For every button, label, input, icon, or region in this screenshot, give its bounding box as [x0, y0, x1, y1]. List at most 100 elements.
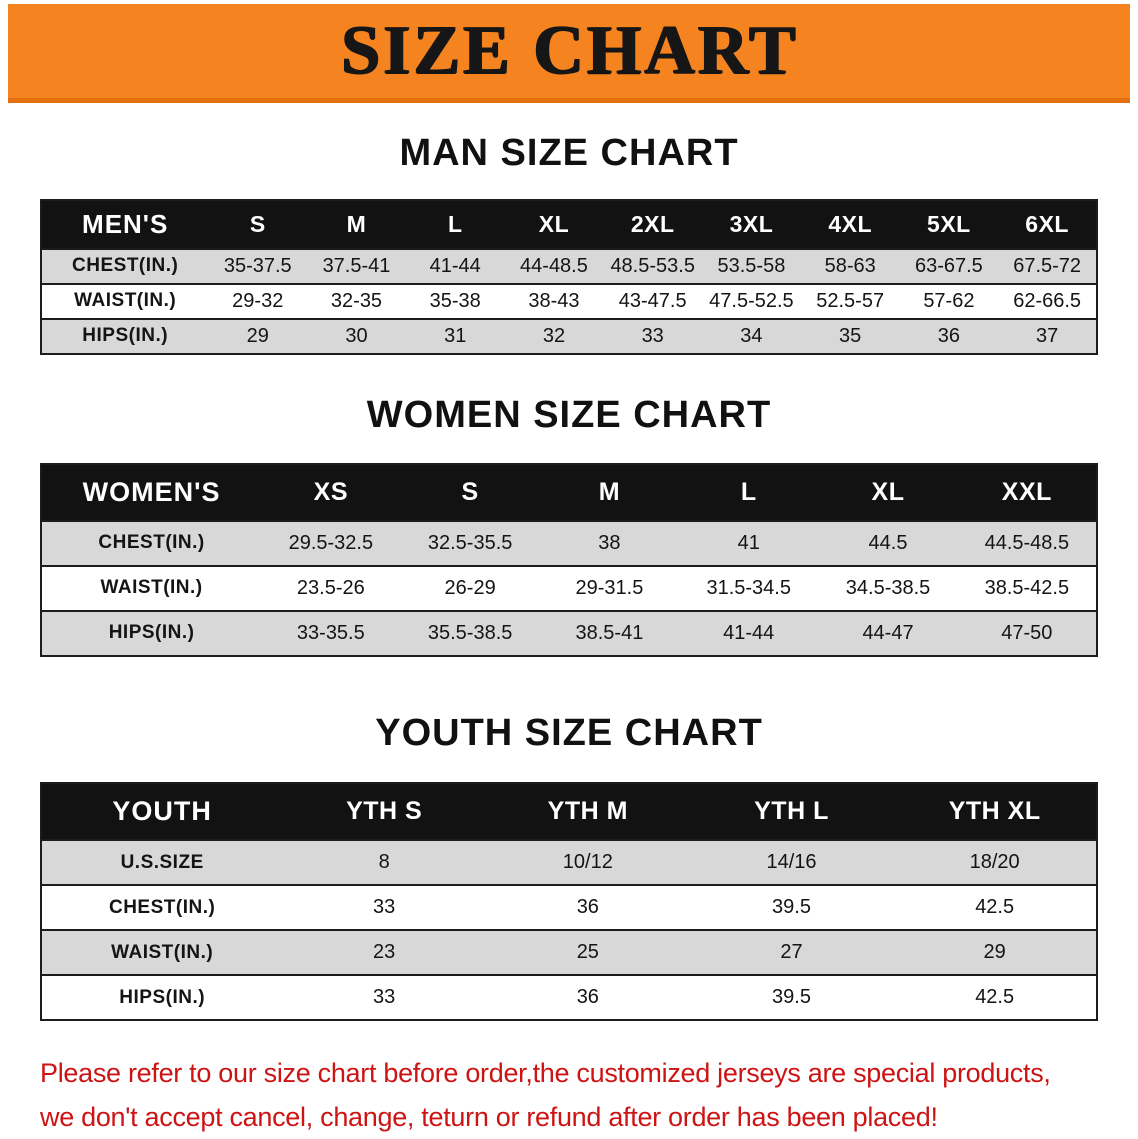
row-label: WAIST(IN.): [111, 941, 214, 963]
table-row: CHEST(IN.) 35-37.5 37.5-41 41-44 44-48.5 48.5…: [41, 248, 1097, 284]
size-value: 31.5-34.5: [706, 576, 791, 599]
size-column-header: XXL: [1001, 477, 1052, 506]
table-row: HIPS(IN.) 33-35.5 35.5-38.5 38.5-41 41-44 44-…: [41, 610, 1097, 656]
size-column-header: L: [740, 477, 757, 506]
table-header-row: MEN'S S M L XL 2XL 3XL 4XL 5XL 6XL: [41, 199, 1097, 249]
size-value: 42.5: [975, 986, 1015, 1009]
row-label: HIPS(IN.): [108, 622, 195, 644]
row-label-header: YOUTH: [112, 796, 212, 827]
size-value: 35: [839, 324, 862, 347]
size-value: 36: [937, 324, 961, 347]
size-value: 33: [641, 324, 664, 347]
table-row: WAIST(IN.) 23.5-26 26-29 29-31.5 31.5-34.5 34…: [41, 565, 1097, 611]
table-row: CHEST(IN.) 33 36 39.5 42.5: [41, 885, 1097, 931]
size-value: 8: [378, 851, 390, 874]
size-column-header: S: [249, 210, 266, 237]
size-value: 33-35.5: [296, 621, 365, 644]
size-column-header: XL: [538, 210, 570, 237]
size-value: 47-50: [1001, 621, 1053, 644]
size-column-header: YTH M: [547, 797, 628, 826]
row-label-header: MEN'S: [82, 208, 169, 239]
mens-size-table: MEN'S S M L XL 2XL 3XL 4XL 5XL 6XL CHEST(IN.) 35-37…: [40, 198, 1098, 355]
men-section-heading: MAN SIZE CHART: [399, 132, 739, 174]
banner-title: SIZE CHART: [340, 12, 798, 89]
size-column-header: XL: [871, 477, 905, 506]
row-label: HIPS(IN.): [82, 325, 169, 347]
size-value: 44-48.5: [520, 254, 588, 277]
size-value: 38: [598, 531, 621, 554]
size-value: 42.5: [975, 896, 1015, 919]
disclaimer-line: Please refer to our size chart before or…: [40, 1058, 1051, 1089]
size-value: 35-38: [429, 289, 481, 312]
size-column-header: YTH XL: [948, 797, 1041, 826]
disclaimer-line: we don't accept cancel, change, teturn o…: [40, 1102, 938, 1133]
table-row: WAIST(IN.) 23 25 27 29: [41, 930, 1097, 976]
row-label: WAIST(IN.): [100, 577, 203, 599]
women-section-heading: WOMEN SIZE CHART: [366, 393, 772, 436]
size-value: 63-67.5: [914, 254, 983, 277]
women-section: WOMEN SIZE CHART WOMEN'S XS S M L XL XXL CHEST(…: [0, 393, 1138, 657]
table-row: HIPS(IN.) 33 36 39.5 42.5: [41, 975, 1097, 1021]
size-value: 39.5: [772, 896, 811, 919]
size-column-header: 6XL: [1025, 210, 1069, 237]
size-value: 32.5-35.5: [427, 531, 513, 554]
size-value: 41-44: [429, 254, 481, 277]
size-value: 38-43: [528, 289, 580, 312]
size-value: 29-31.5: [575, 576, 644, 599]
size-value: 29: [246, 324, 269, 347]
size-column-header: M: [346, 210, 367, 237]
size-value: 41-44: [723, 621, 775, 644]
men-section: MAN SIZE CHART MEN'S S M L XL 2XL 3XL 4XL 5XL 6XL…: [0, 132, 1138, 355]
size-value: 33: [373, 986, 396, 1009]
table-header-row: WOMEN'S XS S M L XL XXL: [41, 463, 1097, 521]
size-chart-banner: SIZE CHART: [8, 4, 1130, 103]
size-value: 25: [576, 941, 599, 964]
size-value: 38.5-42.5: [984, 576, 1070, 599]
size-value: 31: [444, 324, 467, 347]
table-row: HIPS(IN.) 29 30 31 32 33 34 35 36 37: [41, 318, 1097, 354]
table-row: WAIST(IN.) 29-32 32-35 35-38 38-43 43-47.5 47.…: [41, 283, 1097, 319]
row-label: CHEST(IN.): [72, 255, 179, 277]
size-value: 36: [576, 896, 599, 919]
size-value: 35.5-38.5: [427, 621, 513, 644]
size-column-header: 2XL: [630, 210, 675, 237]
size-value: 29: [983, 941, 1006, 964]
size-column-header: M: [598, 477, 621, 506]
size-value: 37: [1036, 324, 1059, 347]
size-column-header: YTH S: [346, 797, 423, 826]
size-value: 29-32: [232, 289, 284, 312]
size-value: 58-63: [824, 254, 876, 277]
size-value: 38.5-41: [575, 621, 644, 644]
youth-section: YOUTH SIZE CHART YOUTH YTH S YTH M YTH L YTH…: [0, 712, 1138, 1022]
size-column-header: 3XL: [729, 210, 774, 237]
size-column-header: YTH L: [754, 797, 829, 826]
size-value: 37.5-41: [322, 254, 391, 277]
row-label: CHEST(IN.): [98, 532, 205, 554]
size-value: 52.5-57: [816, 289, 885, 312]
size-column-header: XS: [313, 477, 349, 506]
size-value: 18/20: [969, 851, 1020, 874]
size-value: 53.5-58: [717, 254, 786, 277]
disclaimer: Please refer to our size chart before or…: [40, 1051, 1138, 1139]
table-row: CHEST(IN.) 29.5-32.5 32.5-35.5 38 41 44.5 44.5…: [41, 520, 1097, 566]
size-value: 47.5-52.5: [709, 289, 794, 312]
row-label: WAIST(IN.): [74, 290, 177, 312]
size-value: 32: [542, 324, 566, 347]
size-value: 34: [740, 324, 763, 347]
size-value: 36: [576, 986, 599, 1009]
size-column-header: 4XL: [828, 210, 872, 237]
row-label-header: WOMEN'S: [82, 476, 221, 507]
size-value: 57-62: [923, 289, 975, 312]
row-label: HIPS(IN.): [119, 986, 206, 1008]
size-value: 29.5-32.5: [288, 531, 374, 554]
size-column-header: S: [461, 477, 479, 506]
size-value: 14/16: [766, 851, 817, 874]
size-value: 44.5: [868, 531, 908, 554]
size-value: 30: [345, 324, 368, 347]
youth-size-table: YOUTH YTH S YTH M YTH L YTH XL U.S.SIZE 8 10/12…: [40, 782, 1098, 1022]
size-value: 33: [373, 896, 396, 919]
size-value: 23.5-26: [296, 576, 365, 599]
size-column-header: L: [447, 210, 463, 237]
row-label: U.S.SIZE: [120, 851, 204, 873]
